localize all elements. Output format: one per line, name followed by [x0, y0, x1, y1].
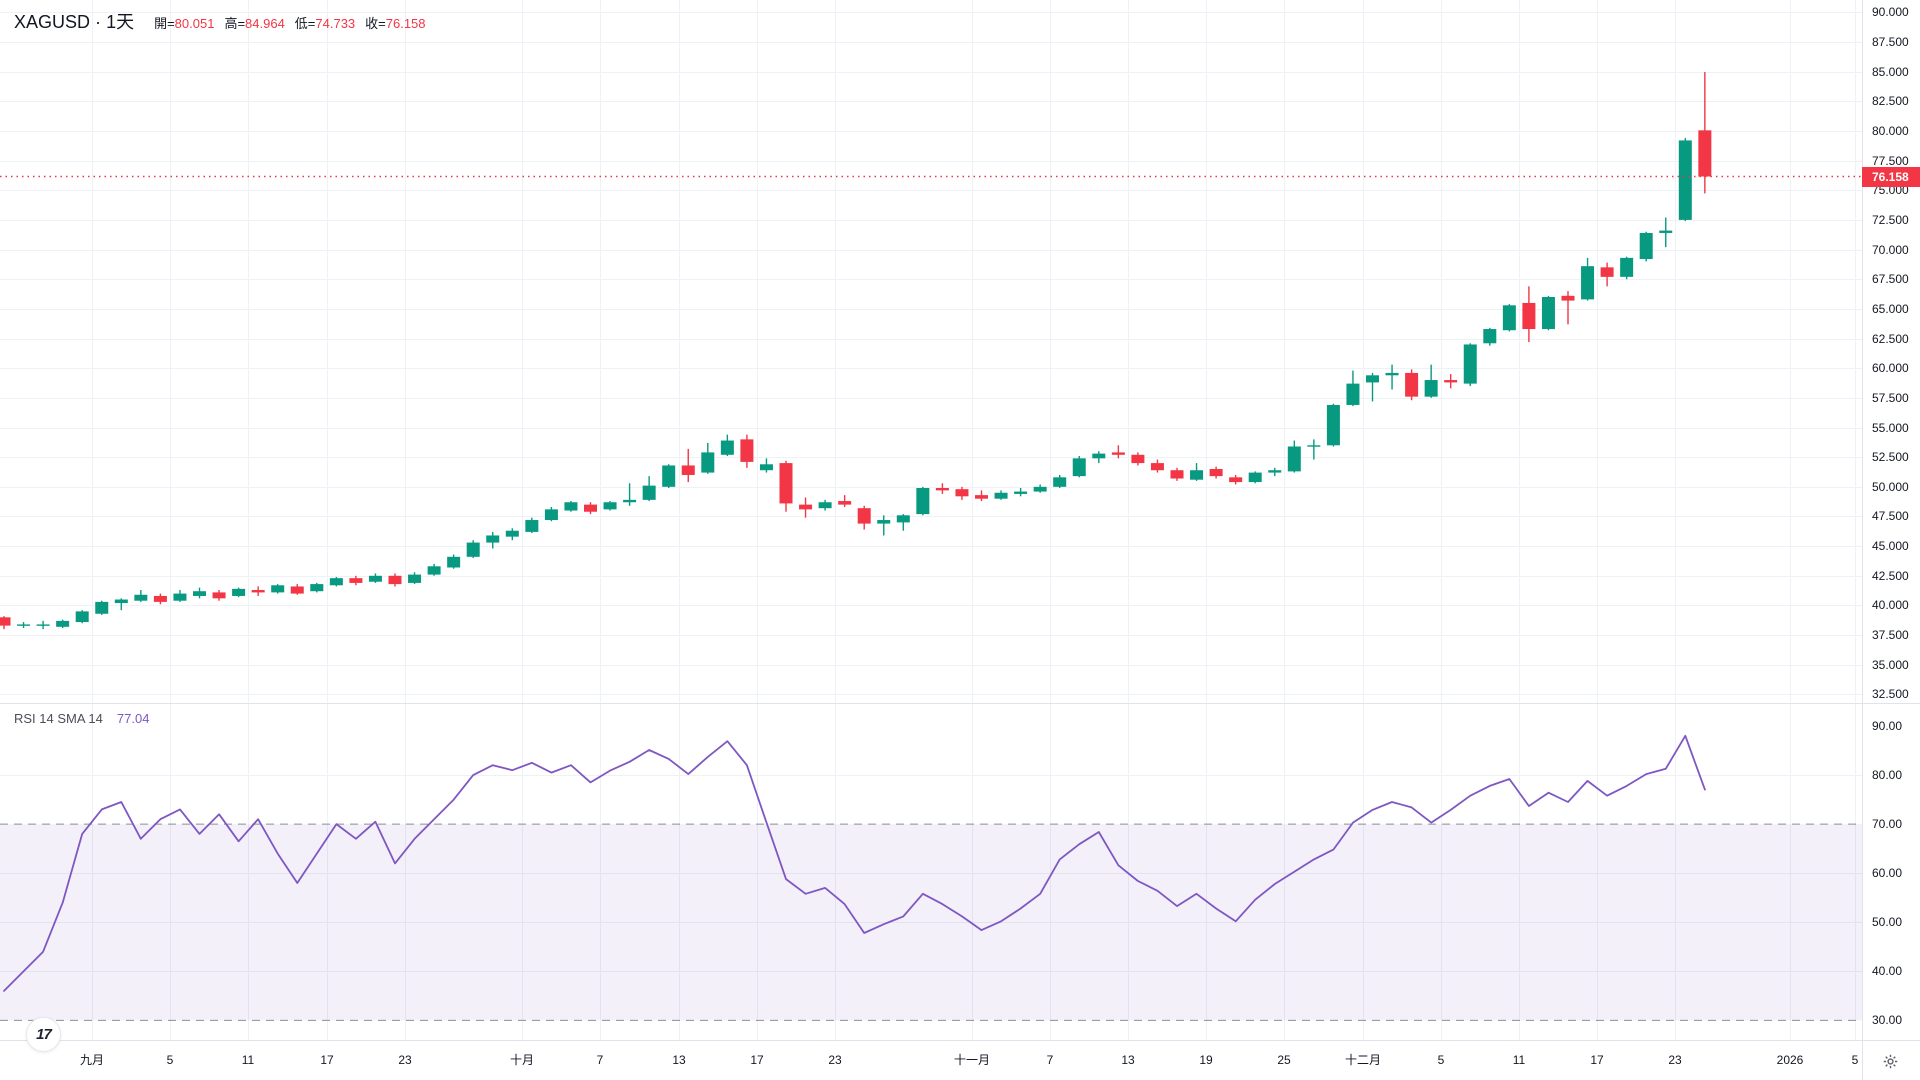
ohlc-readout: 開=80.051 高=84.964 低=74.733 收=76.158 [154, 13, 425, 32]
ohlc-low: 低=74.733 [295, 13, 355, 32]
last-price-badge: 76.158 [1862, 166, 1920, 187]
time-tick-label: 11 [1512, 1053, 1526, 1067]
ohlc-high-label: 高= [224, 16, 246, 31]
ohlc-close-value: 76.158 [385, 16, 426, 31]
time-tick-label: 九月 [79, 1053, 104, 1067]
ohlc-high: 高=84.964 [224, 13, 284, 32]
price-tick-label: 52.500 [1872, 450, 1909, 465]
time-tick-label: 5 [1437, 1053, 1445, 1067]
gear-icon[interactable] [1876, 1048, 1904, 1074]
price-tick-label: 50.000 [1872, 479, 1909, 494]
rsi-tick-label: 90.00 [1872, 719, 1903, 733]
time-tick-label: 17 [750, 1053, 764, 1067]
price-tick-label: 42.500 [1872, 568, 1909, 583]
price-tick-label: 62.500 [1872, 331, 1909, 346]
price-tick-label: 57.500 [1872, 390, 1909, 405]
price-tick-label: 82.500 [1872, 94, 1909, 109]
price-tick-label: 65.000 [1872, 301, 1909, 316]
price-tick-label: 37.500 [1872, 628, 1909, 643]
symbol-header: XAGUSD · 1天 開=80.051 高=84.964 低=74.733 收… [14, 8, 426, 34]
title-separator: · [95, 12, 102, 32]
time-tick-label: 7 [1046, 1053, 1054, 1067]
price-tick-label: 77.500 [1872, 153, 1909, 168]
tradingview-logo-glyph: 17 [36, 1026, 52, 1043]
rsi-band [0, 824, 1862, 1021]
price-tick-label: 55.000 [1872, 420, 1909, 435]
rsi-tick-label: 70.00 [1872, 817, 1903, 832]
rsi-header: RSI 14 SMA 14 77.04 [14, 711, 149, 726]
time-tick-label: 13 [672, 1053, 686, 1067]
ohlc-open: 開=80.051 [154, 13, 214, 32]
time-tick-label: 5 [1851, 1053, 1859, 1067]
time-tick-label: 13 [1121, 1053, 1135, 1067]
ohlc-open-value: 80.051 [174, 16, 215, 31]
time-tick-label: 25 [1277, 1053, 1291, 1067]
rsi-tick-label: 40.00 [1872, 964, 1903, 979]
price-tick-label: 35.000 [1872, 657, 1909, 672]
time-tick-label: 23 [828, 1053, 842, 1067]
price-tick-label: 45.000 [1872, 539, 1909, 554]
price-tick-label: 80.000 [1872, 123, 1909, 138]
ohlc-close: 收=76.158 [365, 13, 425, 32]
gridlines [0, 0, 1862, 1040]
ohlc-high-value: 84.964 [245, 16, 285, 31]
price-tick-label: 67.500 [1872, 272, 1909, 287]
symbol-interval: 1天 [106, 12, 135, 32]
price-tick-label: 40.000 [1872, 598, 1909, 613]
time-tick-label: 7 [596, 1053, 604, 1067]
rsi-line [3, 734, 1706, 992]
time-tick-label: 19 [1199, 1053, 1213, 1067]
time-tick-label: 5 [166, 1053, 174, 1067]
rsi-tick-label: 60.00 [1872, 866, 1903, 881]
tradingview-logo[interactable]: 17 [26, 1017, 61, 1052]
time-axis[interactable]: 九月 5 11 17 23 十月 7 13 17 23 十一月 7 13 19 25 十二月 5 11 17 23 20… [0, 1040, 1920, 1080]
rsi-current-value: 77.04 [116, 711, 150, 726]
price-tick-label: 87.500 [1872, 34, 1909, 49]
time-tick-label: 十月 [509, 1053, 534, 1067]
rsi-tick-label: 30.00 [1872, 1013, 1903, 1028]
gear-icon-glyph [1883, 1054, 1897, 1068]
time-tick-label: 十一月 [953, 1053, 990, 1067]
price-tick-label: 75.000 [1872, 183, 1909, 198]
ohlc-low-label: 低= [294, 16, 316, 31]
ohlc-open-label: 開= [154, 16, 175, 31]
price-tick-label: 60.000 [1872, 361, 1909, 376]
time-tick-label: 17 [1590, 1053, 1604, 1067]
price-tick-label: 32.500 [1872, 687, 1909, 702]
price-axis[interactable]: 90.000 87.500 85.000 82.500 80.000 77.500 75.0… [1862, 0, 1920, 1040]
candles-series [0, 72, 1712, 630]
time-tick-label: 11 [241, 1053, 255, 1067]
price-tick-label: 47.500 [1872, 509, 1909, 524]
price-tick-label: 85.000 [1872, 64, 1909, 79]
time-tick-label: 23 [398, 1053, 412, 1067]
rsi-tick-label: 80.00 [1872, 768, 1903, 783]
rsi-indicator-title[interactable]: RSI 14 SMA 14 [14, 711, 103, 726]
ohlc-close-label: 收= [365, 16, 386, 31]
rsi-tick-label: 50.00 [1872, 915, 1903, 930]
time-tick-label: 十二月 [1344, 1053, 1381, 1067]
symbol-name: XAGUSD [14, 12, 91, 32]
time-tick-label: 17 [320, 1053, 334, 1067]
time-tick-label: 23 [1668, 1053, 1682, 1067]
price-tick-label: 72.500 [1872, 212, 1909, 227]
price-tick-label: 90.000 [1872, 5, 1909, 20]
ohlc-low-value: 74.733 [315, 16, 356, 31]
symbol-title[interactable]: XAGUSD · 1天 [14, 8, 134, 34]
time-tick-label: 2026 [1776, 1053, 1804, 1067]
price-tick-label: 70.000 [1872, 242, 1909, 257]
